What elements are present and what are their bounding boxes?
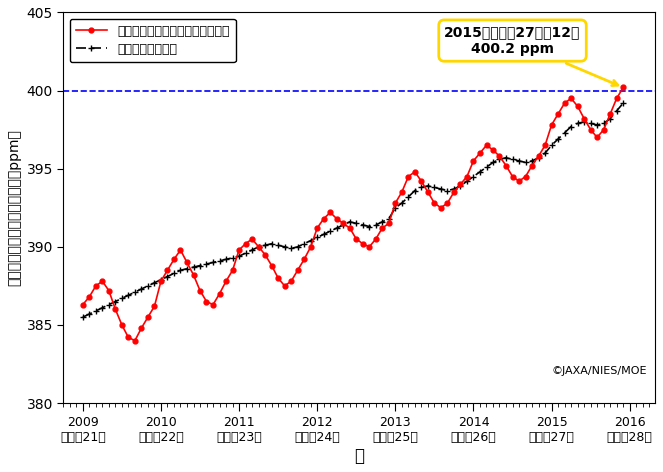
Y-axis label: 二酸化炭素の全大気平均濃度（ppm）: 二酸化炭素の全大気平均濃度（ppm） xyxy=(7,129,21,286)
推定経年平均濃度 xyxy=(86,311,93,317)
Text: 2015年（平成27年）12月
400.2 ppm: 2015年（平成27年）12月 400.2 ppm xyxy=(444,25,618,85)
月別二酸化炭素の全大気平均濃度 xyxy=(522,174,530,179)
推定経年平均濃度 xyxy=(320,231,328,237)
推定経年平均濃度 xyxy=(79,314,87,320)
推定経年平均濃度 xyxy=(346,219,354,225)
月別二酸化炭素の全大気平均濃度 xyxy=(131,338,139,344)
推定経年平均濃度 xyxy=(111,299,119,304)
推定経年平均濃度 xyxy=(619,100,627,106)
推定経年平均濃度 xyxy=(515,158,523,164)
月別二酸化炭素の全大気平均濃度 xyxy=(619,84,627,90)
X-axis label: 年: 年 xyxy=(355,447,365,465)
Legend: 月別二酸化炭素の全大気平均濃度, 推定経年平均濃度: 月別二酸化炭素の全大気平均濃度, 推定経年平均濃度 xyxy=(70,19,236,62)
Line: 月別二酸化炭素の全大気平均濃度: 月別二酸化炭素の全大気平均濃度 xyxy=(80,85,626,343)
月別二酸化炭素の全大気平均濃度 xyxy=(79,302,87,307)
推定経年平均濃度 xyxy=(489,160,497,165)
月別二酸化炭素の全大気平均濃度 xyxy=(86,294,93,300)
Line: 推定経年平均濃度: 推定経年平均濃度 xyxy=(80,100,626,320)
Text: ©JAXA/NIES/MOE: ©JAXA/NIES/MOE xyxy=(551,366,646,376)
月別二酸化炭素の全大気平均濃度 xyxy=(495,153,503,159)
月別二酸化炭素の全大気平均濃度 xyxy=(352,236,360,242)
月別二酸化炭素の全大気平均濃度 xyxy=(326,210,334,215)
月別二酸化炭素の全大気平均濃度 xyxy=(111,306,119,312)
